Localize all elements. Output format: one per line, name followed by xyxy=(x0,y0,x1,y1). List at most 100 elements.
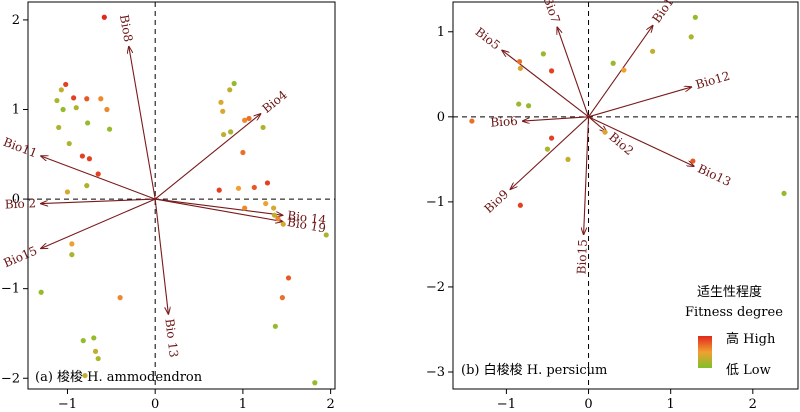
data-point xyxy=(60,106,66,113)
data-point xyxy=(218,99,224,105)
data-point xyxy=(98,96,104,102)
data-point xyxy=(82,372,88,379)
data-point xyxy=(264,180,271,186)
legend-title-cn: 适生性程度 xyxy=(697,284,762,300)
vector-bio15 xyxy=(584,116,590,234)
panel-a-points xyxy=(38,14,329,386)
data-point xyxy=(540,51,546,57)
panel-b-vectors: Bio7 Bio19 Bio5 Bio12 Bio6 Bio2 Bio13 Bio9 Bio15 xyxy=(473,0,734,275)
data-point xyxy=(101,14,107,20)
data-point xyxy=(95,171,101,177)
legend-low-label: 低 Low xyxy=(726,363,771,378)
data-point xyxy=(73,105,79,111)
vector-bio19 xyxy=(155,198,282,221)
x-tick-label: 2 xyxy=(326,397,334,412)
data-point xyxy=(650,48,656,54)
fitness-legend: 适生性程度 Fitness degree 高 High 低 Low xyxy=(685,284,783,378)
data-point xyxy=(692,14,698,20)
data-point xyxy=(517,202,523,208)
data-point xyxy=(227,87,233,93)
vector-bio8 xyxy=(129,47,156,200)
data-point xyxy=(525,103,532,109)
data-point xyxy=(221,131,227,138)
vector-bio2 xyxy=(41,198,156,203)
data-point xyxy=(516,101,522,107)
data-point xyxy=(688,34,694,40)
data-point xyxy=(84,183,90,189)
y-tick-label: −1 xyxy=(1,282,20,297)
data-point xyxy=(220,108,226,114)
data-point xyxy=(781,190,787,196)
panel-a-label: (a) 梭梭 H. ammodendron xyxy=(35,369,203,385)
panel-b-ticks: −1 0 1 2 −3 −2 −1 0 1 xyxy=(426,25,757,412)
panel-b-points xyxy=(469,14,787,208)
data-point xyxy=(690,158,696,164)
data-point xyxy=(56,124,62,131)
panel-a-ticks: −1 0 1 2 −2 −1 0 1 2 xyxy=(1,13,335,412)
data-point xyxy=(271,205,277,211)
x-tick-label: 0 xyxy=(584,397,592,412)
vector-bio12 xyxy=(588,87,692,118)
vector-label-bio15: Bio15 xyxy=(574,239,589,275)
vector-bio15 xyxy=(41,198,156,248)
panel-a-zero-lines xyxy=(28,2,335,389)
panel-a-frame xyxy=(27,1,336,390)
data-point xyxy=(95,355,101,362)
legend-title-en: Fitness degree xyxy=(685,305,783,320)
y-tick-label: 1 xyxy=(12,103,20,118)
data-point xyxy=(91,335,97,341)
data-point xyxy=(69,241,75,247)
data-point xyxy=(279,295,285,301)
vector-label-bio7: Bio7 xyxy=(540,0,562,25)
data-point xyxy=(621,67,627,73)
data-point xyxy=(86,156,92,162)
vector-bio19 xyxy=(588,26,653,118)
legend-high-label: 高 High xyxy=(726,331,776,347)
x-tick-label: −1 xyxy=(58,397,77,412)
data-point xyxy=(251,184,257,191)
vector-bio4 xyxy=(154,114,260,200)
x-tick-label: 1 xyxy=(667,397,675,412)
panel-b-frame xyxy=(452,1,799,390)
data-point xyxy=(246,115,252,122)
vector-label-bio5: Bio5 xyxy=(473,25,503,53)
vector-bio13 xyxy=(154,199,168,314)
x-tick-label: −1 xyxy=(497,397,516,412)
vector-label-bio19: Bio19 xyxy=(649,0,681,25)
data-point xyxy=(548,135,555,141)
x-tick-label: 2 xyxy=(749,397,757,412)
vector-bio5 xyxy=(502,50,589,118)
data-point xyxy=(516,58,523,65)
data-point xyxy=(548,68,555,74)
y-tick-label: −2 xyxy=(426,280,445,295)
vector-label-bio9: Bio9 xyxy=(482,187,512,216)
fitness-gradient-bar xyxy=(698,336,712,368)
x-tick-label: 1 xyxy=(239,397,247,412)
panel-b-zero-lines xyxy=(453,2,798,389)
y-tick-label: −1 xyxy=(426,195,445,210)
vector-label-bio6: Bio6 xyxy=(490,114,518,130)
y-tick-label: 1 xyxy=(437,25,445,40)
panel-b: −1 0 1 2 −3 −2 −1 0 1 Bio7 Bio19 Bio5 Bio12 Bio6 Bio2… xyxy=(426,0,799,412)
data-point xyxy=(104,106,110,113)
vector-label-bio14: Bio 14 xyxy=(287,208,328,227)
data-point xyxy=(242,117,248,123)
data-point xyxy=(272,323,278,329)
data-point xyxy=(260,124,266,131)
data-point xyxy=(63,81,69,88)
y-tick-label: −3 xyxy=(426,365,445,380)
data-point xyxy=(544,146,551,152)
data-point xyxy=(80,338,86,344)
data-point xyxy=(117,295,123,301)
data-point xyxy=(85,120,91,126)
data-point xyxy=(92,348,99,354)
vector-label-bio13: Bio 13 xyxy=(162,318,180,358)
vector-label-bio11: Bio11 xyxy=(1,135,39,161)
data-point xyxy=(312,380,318,386)
data-point xyxy=(242,205,248,211)
data-point xyxy=(106,126,113,132)
vector-bio2 xyxy=(588,116,607,132)
vector-label-bio8: Bio8 xyxy=(117,14,135,43)
vector-label-bio2: Bio 2 xyxy=(5,196,37,211)
